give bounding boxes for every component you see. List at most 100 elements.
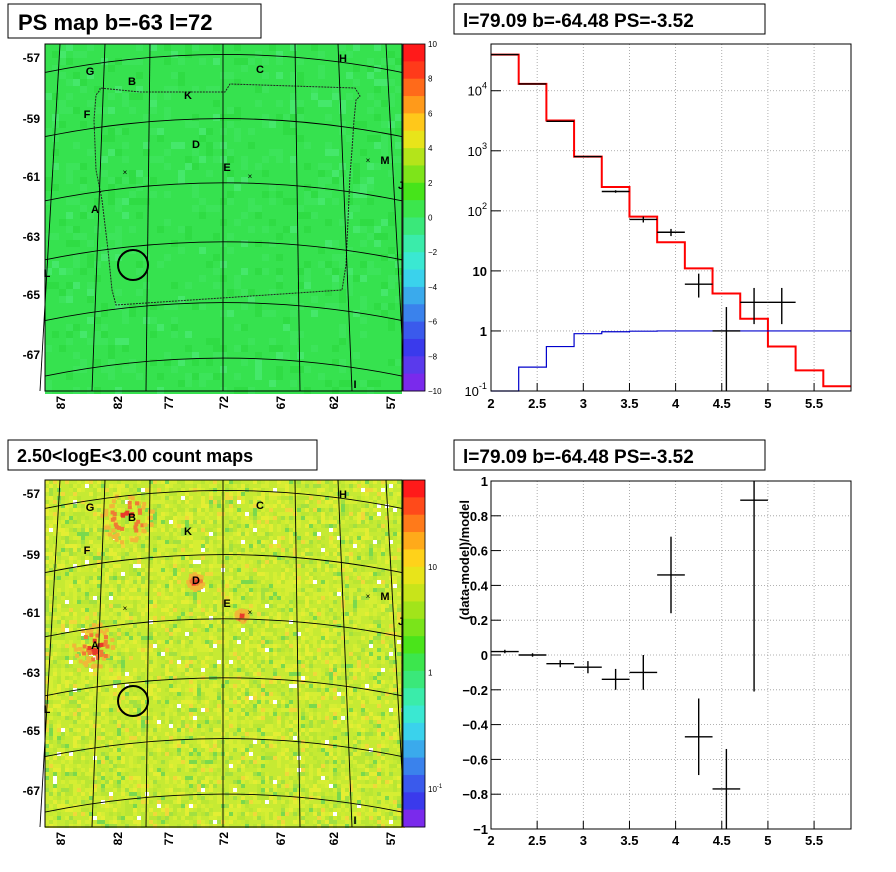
map-pixel (122, 303, 129, 310)
longitude-line (337, 43, 353, 392)
map-pixel (333, 488, 337, 492)
map-pixel (169, 520, 173, 524)
map-pixel (234, 254, 241, 261)
map-pixel (157, 282, 164, 289)
map-pixel (192, 212, 199, 219)
map-pixel (217, 520, 221, 524)
map-pixel (213, 496, 217, 500)
map-pixel (201, 564, 205, 568)
map-pixel (290, 65, 297, 72)
map-pixel (136, 324, 143, 331)
map-pixel (220, 72, 227, 79)
map-pixel (227, 261, 234, 268)
map-pixel (77, 532, 81, 536)
map-pixel (381, 163, 388, 170)
map-pixel (101, 373, 108, 380)
map-pixel (311, 338, 318, 345)
map-pixel (325, 247, 332, 254)
map-pixel (397, 572, 401, 576)
map-pixel (285, 484, 289, 488)
map-pixel (115, 352, 122, 359)
map-pixel (353, 352, 360, 359)
map-pixel (277, 568, 281, 572)
map-pixel (129, 254, 136, 261)
map-pixel (277, 552, 281, 556)
map-pixel (173, 556, 177, 560)
map-pixel (234, 226, 241, 233)
map-pixel (225, 528, 229, 532)
map-pixel (346, 121, 353, 128)
map-pixel (220, 170, 227, 177)
map-pixel (233, 524, 237, 528)
map-pixel (255, 310, 262, 317)
map-pixel (199, 184, 206, 191)
map-pixel (101, 72, 108, 79)
map-pixel (341, 556, 345, 560)
map-pixel (59, 142, 66, 149)
map-pixel (374, 100, 381, 107)
map-pixel (297, 520, 301, 524)
map-pixel (197, 516, 201, 520)
map-pixel (192, 128, 199, 135)
map-pixel (115, 331, 122, 338)
map-pixel (262, 345, 269, 352)
map-pixel (245, 556, 249, 560)
map-pixel (157, 324, 164, 331)
map-pixel (165, 552, 169, 556)
map-pixel (276, 282, 283, 289)
map-pixel (117, 568, 121, 572)
map-pixel (377, 480, 381, 484)
map-pixel (199, 268, 206, 275)
map-pixel (192, 156, 199, 163)
map-pixel (93, 528, 97, 532)
map-pixel (345, 536, 349, 540)
map-pixel (381, 536, 385, 540)
map-pixel (164, 317, 171, 324)
map-pixel (129, 492, 133, 496)
map-pixel (94, 359, 101, 366)
map-pixel (245, 532, 249, 536)
map-pixel (213, 72, 220, 79)
map-pixel (77, 568, 81, 572)
map-pixel (318, 296, 325, 303)
map-pixel (269, 540, 273, 544)
map-pixel (255, 156, 262, 163)
map-pixel (81, 512, 85, 516)
map-pixel (273, 540, 277, 544)
map-pixel (373, 568, 377, 572)
map-pixel (101, 233, 108, 240)
map-pixel (81, 532, 85, 536)
map-pixel (133, 568, 137, 572)
map-pixel (73, 177, 80, 184)
map-pixel (129, 366, 136, 373)
map-pixel (283, 254, 290, 261)
map-pixel (199, 142, 206, 149)
map-pixel (213, 317, 220, 324)
map-pixel (385, 564, 389, 568)
map-pixel (101, 317, 108, 324)
map-pixel (225, 572, 229, 576)
map-pixel (360, 233, 367, 240)
map-pixel (213, 488, 217, 492)
map-pixel (337, 536, 341, 540)
map-pixel (199, 191, 206, 198)
map-pixel (313, 496, 317, 500)
map-pixel (301, 576, 305, 580)
map-pixel (113, 552, 117, 556)
map-pixel (150, 177, 157, 184)
map-pixel (369, 492, 373, 496)
map-pixel (133, 532, 137, 536)
map-pixel (178, 65, 185, 72)
map-pixel (117, 584, 121, 588)
map-pixel (129, 198, 136, 205)
map-pixel (339, 198, 346, 205)
map-pixel (150, 338, 157, 345)
map-pixel (305, 516, 309, 520)
map-pixel (325, 282, 332, 289)
map-pixel (206, 240, 213, 247)
map-pixel (261, 516, 265, 520)
map-pixel (377, 524, 381, 528)
map-pixel (220, 247, 227, 254)
map-pixel (94, 303, 101, 310)
map-pixel (137, 504, 141, 508)
